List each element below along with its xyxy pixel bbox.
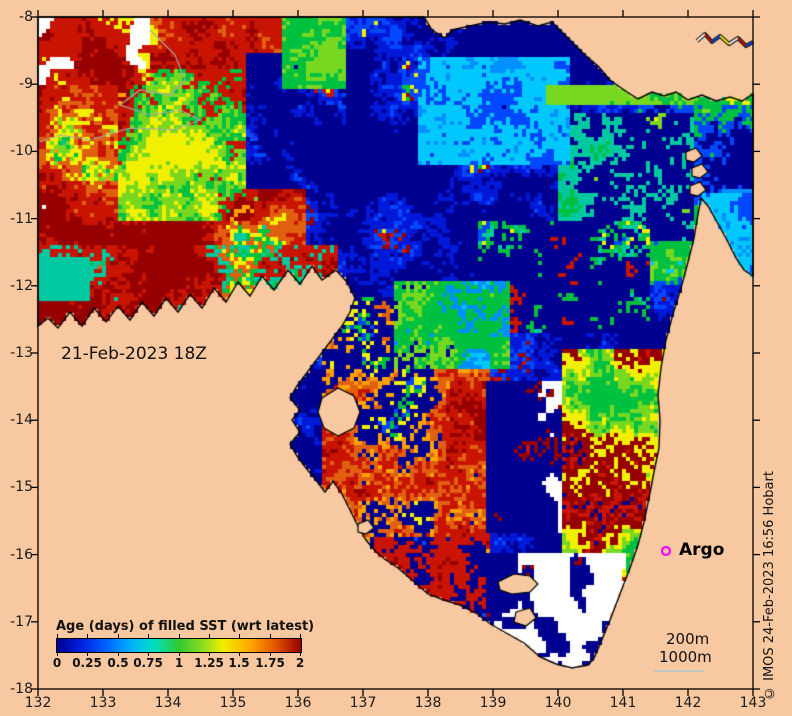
colorbar-tick (148, 652, 149, 656)
x-tick-label: 136 (284, 695, 312, 711)
x-tick-label: 138 (414, 695, 442, 711)
argo-label: Argo (679, 540, 725, 560)
colorbar-tick (87, 652, 88, 656)
colorbar-tick (87, 634, 88, 638)
x-tick-label: 137 (349, 695, 377, 711)
y-tick-label: -13 (10, 345, 33, 361)
y-tick-label: -8 (19, 9, 33, 25)
colorbar-tick (209, 634, 210, 638)
colorbar-title: Age (days) of filled SST (wrt latest) (56, 619, 315, 634)
x-tick-label: 133 (89, 695, 117, 711)
colorbar-tick-label: 1.25 (194, 656, 224, 670)
depth-1000m-label: 1000m (659, 648, 712, 666)
y-tick-label: -11 (10, 211, 33, 227)
x-tick-label: 140 (544, 695, 572, 711)
colorbar-tick-label: 0.75 (133, 656, 163, 670)
y-tick-label: -17 (10, 614, 33, 630)
x-tick-label: 143 (739, 695, 767, 711)
colorbar-tick-label: 0 (52, 656, 62, 670)
colorbar-tick (179, 634, 180, 638)
colorbar-tick (239, 652, 240, 656)
y-tick-label: -18 (10, 681, 33, 697)
credit-label: © IMOS 24-Feb-2023 16:56 Hobart (762, 471, 777, 700)
colorbar-tick-label: 1.75 (255, 656, 285, 670)
x-tick-label: 142 (674, 695, 702, 711)
y-tick-label: -9 (19, 76, 33, 92)
colorbar-tick (239, 634, 240, 638)
colorbar-tick (57, 652, 58, 656)
x-tick-label: 141 (609, 695, 637, 711)
colorbar-tick-label: 0.5 (107, 656, 129, 670)
colorbar-tick-label: 2 (295, 656, 305, 670)
x-tick-label: 132 (24, 695, 52, 711)
x-tick-label: 135 (219, 695, 247, 711)
date-label: 21-Feb-2023 18Z (61, 344, 207, 364)
y-tick-label: -16 (10, 547, 33, 563)
colorbar-tick (118, 652, 119, 656)
colorbar-tick (270, 652, 271, 656)
colorbar-tick (300, 634, 301, 638)
y-tick-label: -14 (10, 412, 33, 428)
x-tick-label: 134 (154, 695, 182, 711)
x-tick-label: 139 (479, 695, 507, 711)
colorbar-tick (179, 652, 180, 656)
colorbar-gradient (56, 638, 302, 653)
colorbar-tick (209, 652, 210, 656)
colorbar-tick-label: 1 (174, 656, 184, 670)
colorbar-tick (300, 652, 301, 656)
y-tick-label: -12 (10, 278, 33, 294)
y-tick-label: -15 (10, 479, 33, 495)
depth-200m-label: 200m (666, 630, 710, 648)
colorbar-tick-label: 1.5 (228, 656, 250, 670)
colorbar-tick (57, 634, 58, 638)
colorbar-legend: Age (days) of filled SST (wrt latest) 0 … (53, 619, 314, 681)
colorbar-tick (148, 634, 149, 638)
colorbar-tick (270, 634, 271, 638)
y-tick-label: -10 (10, 143, 33, 159)
colorbar-tick (118, 634, 119, 638)
colorbar-tick-label: 0.25 (72, 656, 102, 670)
